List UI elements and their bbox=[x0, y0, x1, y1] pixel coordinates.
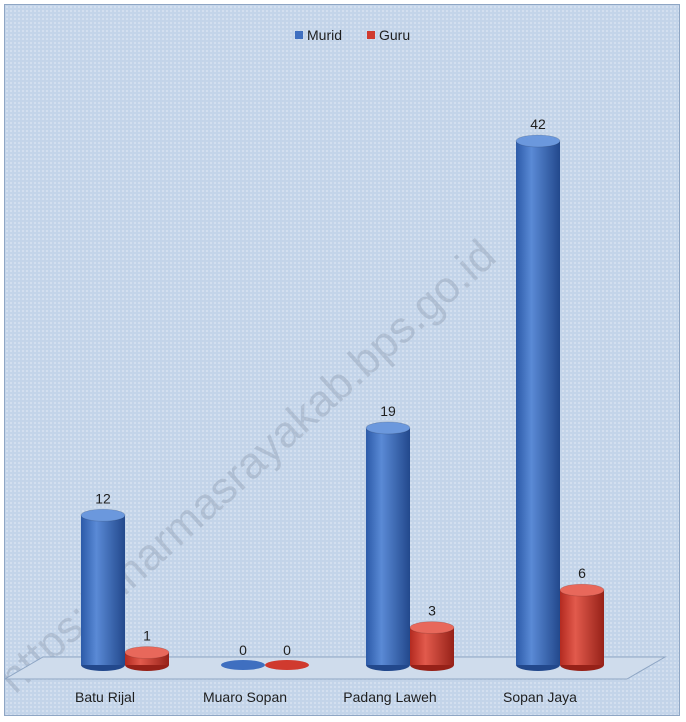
bar-body bbox=[366, 427, 410, 665]
legend-swatch-murid bbox=[295, 31, 303, 39]
x-tick-label: Batu Rijal bbox=[75, 689, 135, 705]
bar-body bbox=[81, 515, 125, 665]
legend-label-murid: Murid bbox=[307, 27, 342, 43]
chart-area: https://dharmasrayakab.bps.go.id 12 1 Batu… bbox=[4, 4, 680, 716]
data-label-murid-1: 0 bbox=[239, 642, 247, 658]
bar-top bbox=[80, 508, 126, 522]
legend: Murid Guru bbox=[295, 27, 410, 43]
x-tick-label: Sopan Jaya bbox=[503, 689, 577, 705]
data-label-murid-0: 12 bbox=[95, 490, 111, 506]
x-tick-label: Padang Laweh bbox=[343, 689, 436, 705]
data-label-guru-3: 6 bbox=[578, 565, 586, 581]
bar-chart: https://dharmasrayakab.bps.go.id 121Batu… bbox=[5, 27, 667, 705]
data-label-guru-2: 3 bbox=[428, 603, 436, 619]
legend-label-guru: Guru bbox=[379, 27, 410, 43]
data-label-murid-2: 19 bbox=[380, 403, 396, 419]
bar-top bbox=[515, 134, 561, 148]
bar-murid-3 bbox=[515, 134, 561, 671]
bar-murid-2 bbox=[365, 421, 411, 671]
bar-guru-1 bbox=[265, 660, 309, 670]
bar-top bbox=[559, 583, 605, 597]
bar-murid-1 bbox=[221, 660, 265, 670]
bar-top bbox=[409, 621, 455, 634]
legend-swatch-guru bbox=[367, 31, 375, 39]
bar-body bbox=[410, 627, 454, 665]
bar-top bbox=[124, 646, 170, 659]
bar-guru-3 bbox=[559, 583, 605, 671]
bar-top bbox=[365, 421, 411, 435]
bar-body bbox=[516, 141, 560, 665]
chart-floor bbox=[5, 656, 667, 680]
bar-guru-2 bbox=[409, 621, 455, 671]
data-label-guru-0: 1 bbox=[143, 628, 151, 644]
bar-body bbox=[560, 590, 604, 665]
data-label-guru-1: 0 bbox=[283, 642, 291, 658]
data-label-murid-3: 42 bbox=[530, 116, 546, 132]
bar-flat bbox=[265, 660, 309, 670]
x-tick-label: Muaro Sopan bbox=[203, 689, 287, 705]
bar-guru-0 bbox=[124, 646, 170, 671]
bar-flat bbox=[221, 660, 265, 670]
bar-murid-0 bbox=[80, 508, 126, 671]
